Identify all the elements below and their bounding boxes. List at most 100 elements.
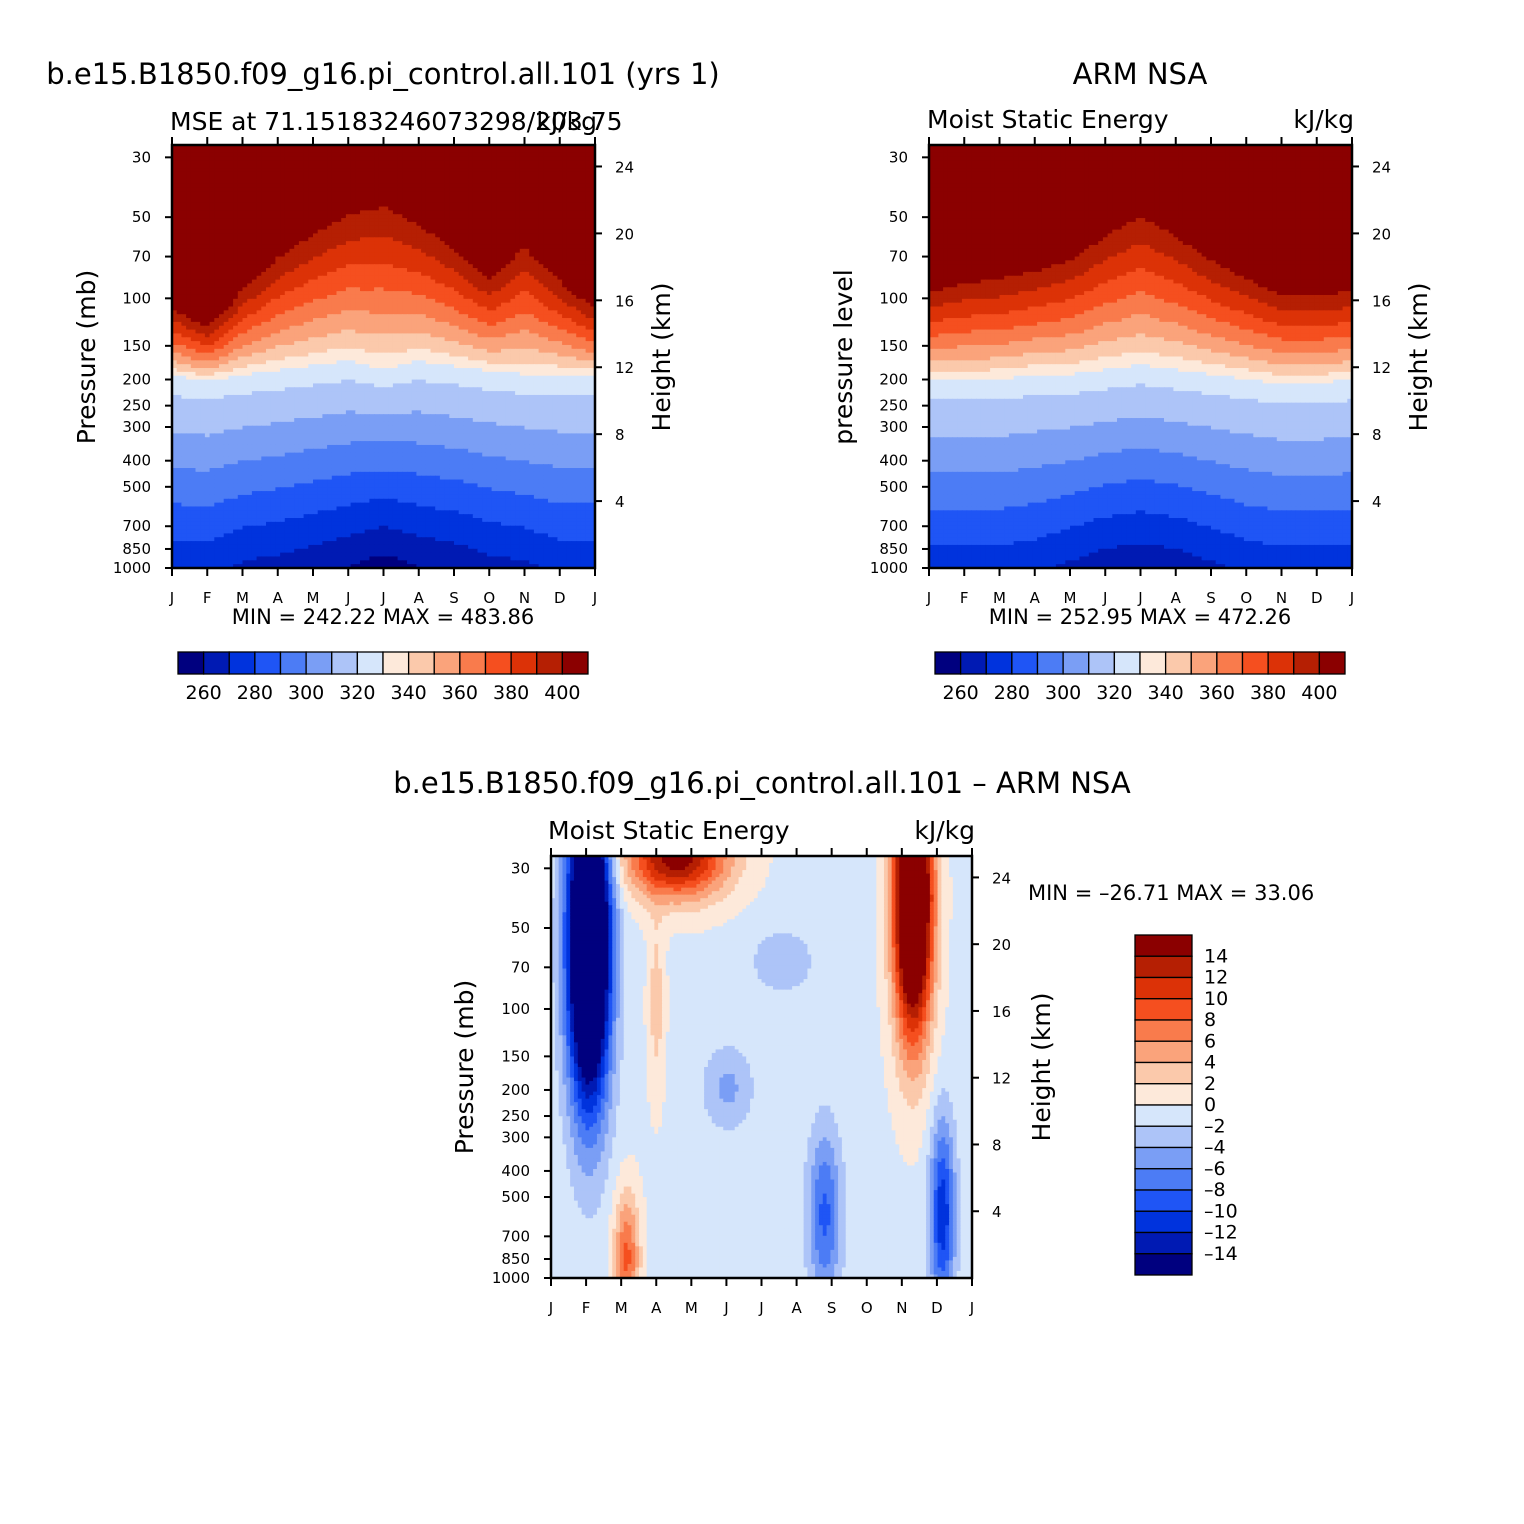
contour-cell [223,214,229,219]
contour-cell [421,175,427,181]
contour-cell [529,348,535,354]
contour-cell [172,318,178,323]
contour-cell [341,294,347,300]
contour-cell [388,187,394,192]
contour-cell [374,202,380,208]
contour-cell [515,310,521,315]
contour-cell [482,248,488,254]
contour-cell [552,241,558,246]
contour-cell [298,233,305,238]
contour-cell [505,275,511,281]
contour-cell [435,229,441,235]
contour-cell [454,214,460,219]
contour-cell [411,183,417,188]
contour-cell [378,337,385,342]
contour-cell [209,275,215,281]
contour-cell [566,152,573,158]
contour-cell [491,198,497,204]
contour-cell [491,175,497,181]
contour-cell [590,271,596,277]
contour-cell [538,187,544,192]
contour-cell [228,202,234,208]
contour-cell [223,218,229,223]
contour-cell [538,333,544,338]
contour-cell [275,271,281,277]
contour-cell [237,198,244,204]
contour-cell [313,337,319,342]
contour-cell [491,164,497,169]
contour-cell [214,233,220,238]
contour-cell [585,171,591,177]
contour-cell [350,275,356,281]
contour-cell [219,271,225,277]
contour-cell [181,294,187,300]
contour-cell [501,333,507,338]
contour-cell [505,264,511,269]
contour-cell [510,314,516,319]
contour-cell [580,283,587,288]
contour-cell [425,187,432,192]
contour-cell [219,337,225,342]
contour-cell [289,187,295,192]
contour-cell [364,221,370,227]
contour-cell [397,248,403,254]
contour-cell [266,156,272,161]
contour-cell [280,348,286,354]
contour-cell [392,310,399,315]
contour-cell [402,241,408,246]
contour-cell [383,187,389,192]
contour-cell [524,148,530,154]
contour-cell [256,233,262,238]
contour-cell [576,314,582,319]
contour-cell [190,321,197,327]
contour-cell [529,294,535,300]
contour-cell [327,337,333,342]
contour-cell [341,225,347,231]
contour-cell [416,352,422,358]
contour-cell [510,291,516,296]
contour-cell [360,341,366,346]
contour-cell [548,268,554,273]
contour-cell [275,225,281,231]
contour-cell [294,179,300,185]
contour-cell [510,160,516,165]
contour-cell [364,202,370,208]
contour-cell [172,329,178,335]
contour-cell [322,325,328,331]
contour-cell [266,314,272,319]
contour-cell [411,171,417,177]
contour-cell [336,198,342,204]
contour-cell [454,329,460,335]
contour-cell [439,275,446,281]
contour-cell [350,175,356,181]
contour-cell [538,148,544,154]
contour-cell [515,321,521,327]
contour-cell [388,260,394,265]
contour-cell [501,294,507,300]
contour-cell [308,325,314,331]
contour-cell [439,168,446,173]
contour-cell [392,341,399,346]
contour-cell [214,318,220,323]
contour-cell [200,321,206,327]
contour-cell [510,302,516,308]
contour-cell [519,218,526,223]
contour-cell [482,325,488,331]
contour-cell [407,344,413,350]
contour-cell [439,194,446,200]
contour-cell [374,160,380,165]
contour-cell [388,294,394,300]
contour-cell [590,275,596,281]
contour-cell [458,237,464,242]
contour-cell [407,252,413,258]
contour-cell [195,268,201,273]
contour-cell [543,321,549,327]
contour-cell [557,264,563,269]
contour-cell [186,325,192,331]
contour-cell [345,244,352,250]
contour-cell [209,244,215,250]
contour-cell [364,156,370,161]
contour-cell [580,348,587,354]
contour-cell [449,291,455,296]
contour-cell [482,194,488,200]
